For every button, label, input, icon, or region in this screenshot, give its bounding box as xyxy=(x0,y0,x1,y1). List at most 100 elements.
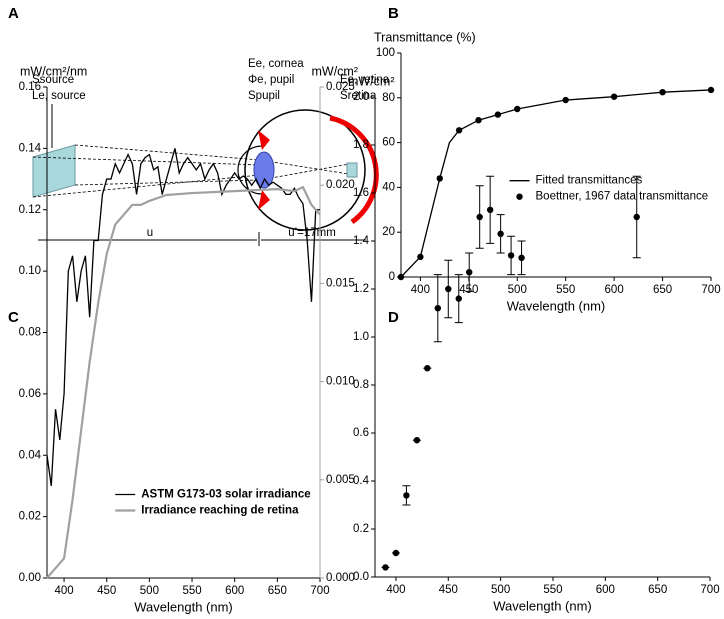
label: Ssource xyxy=(32,74,74,86)
label: Le, source xyxy=(32,90,86,102)
label: Sretina xyxy=(340,90,377,102)
legend-label: ASTM G173-03 solar irradiance xyxy=(141,489,310,501)
y2-axis-label: mW/cm² xyxy=(311,64,358,78)
data-line xyxy=(400,89,712,278)
y-tick-label: 60 xyxy=(382,137,395,149)
y-tick-label: 0.10 xyxy=(19,265,41,277)
y-tick-label: 0.4 xyxy=(353,475,370,487)
data-point xyxy=(434,305,442,312)
y-tick-label: 0.04 xyxy=(19,449,42,461)
y-tick-label: 1.0 xyxy=(353,331,369,343)
x-tick-label: 650 xyxy=(653,284,672,296)
x-tick-label: 550 xyxy=(182,585,201,597)
y-tick-label: 100 xyxy=(376,47,395,59)
retina-image xyxy=(346,162,358,178)
y-tick-label: 0.6 xyxy=(353,427,369,439)
cornea xyxy=(237,145,263,195)
y2-tick-label: 0.025 xyxy=(326,81,355,93)
x-tick-label: 700 xyxy=(700,584,719,596)
y-tick-label: 2.0 xyxy=(353,91,369,103)
data-point xyxy=(633,213,640,221)
x-axis-label: Wavelength (nm) xyxy=(493,598,592,613)
label: u xyxy=(147,227,153,239)
x-tick-label: 400 xyxy=(54,585,73,597)
label: Ee, cornea xyxy=(248,58,304,70)
lens xyxy=(253,151,275,189)
data-point xyxy=(707,86,715,94)
y-tick-label: 1.8 xyxy=(353,139,369,151)
label: Spupil xyxy=(248,90,280,102)
x-tick-label: 600 xyxy=(596,584,615,596)
data-point xyxy=(455,295,462,302)
x-tick-label: 700 xyxy=(310,585,329,597)
y-tick-label: 0.06 xyxy=(19,388,41,400)
label: Ee, retina xyxy=(340,74,390,86)
x-tick-label: 400 xyxy=(411,284,430,296)
panel-label: A xyxy=(8,5,19,22)
y-tick-label: 20 xyxy=(382,226,395,238)
data-point xyxy=(476,213,483,221)
data-point xyxy=(514,105,521,113)
y-tick-label: 0.16 xyxy=(19,81,41,93)
data-point xyxy=(497,230,504,237)
x-tick-label: 500 xyxy=(140,585,159,597)
y-axis-label: mW/cm² xyxy=(348,74,395,88)
y-tick-label: 0.14 xyxy=(19,142,42,154)
data-point xyxy=(610,93,618,100)
x-tick-label: 650 xyxy=(648,584,667,596)
x-tick-label: 700 xyxy=(701,284,720,296)
data-point xyxy=(486,206,494,213)
y-tick-label: 1.2 xyxy=(353,283,369,295)
iris xyxy=(258,130,270,210)
eye-diagram xyxy=(32,104,379,246)
x-tick-label: 450 xyxy=(97,585,116,597)
y2-tick-label: 0.015 xyxy=(326,277,355,289)
y-tick-label: 0.00 xyxy=(19,572,41,584)
panel-label: C xyxy=(8,309,19,326)
legend-label: Irradiance reaching de retina xyxy=(141,505,299,517)
label: u’=17mm xyxy=(288,227,336,239)
y-tick-label: 1.6 xyxy=(353,187,369,199)
y-tick-label: 0.12 xyxy=(19,204,41,216)
data-point xyxy=(382,564,389,571)
y-axis-label: Transmittance (%) xyxy=(374,30,476,44)
x-tick-label: 600 xyxy=(605,284,624,296)
data-point xyxy=(494,111,502,118)
y2-tick-label: 0.000 xyxy=(326,572,355,584)
y-tick-label: 40 xyxy=(382,181,395,193)
x-tick-label: 650 xyxy=(268,585,287,597)
data-point xyxy=(413,437,421,444)
x-tick-label: 450 xyxy=(439,584,458,596)
y-tick-label: 0 xyxy=(389,271,395,283)
data-point xyxy=(392,549,400,557)
data-point xyxy=(417,253,424,261)
y2-tick-label: 0.010 xyxy=(326,376,355,388)
y-tick-label: 0.2 xyxy=(353,523,369,535)
data-point xyxy=(475,117,482,124)
panel-label: B xyxy=(388,5,399,22)
y-tick-label: 0.08 xyxy=(19,327,41,339)
eyeball xyxy=(244,109,366,231)
data-point xyxy=(659,89,666,96)
x-tick-label: 500 xyxy=(491,584,510,596)
data-point xyxy=(424,365,431,372)
panel-label: D xyxy=(388,309,399,326)
legend-label: Boettner, 1967 data transmittance xyxy=(536,191,709,203)
x-tick-label: 550 xyxy=(556,284,575,296)
data-point xyxy=(403,492,410,499)
x-axis-label: Wavelength (nm) xyxy=(134,599,233,614)
data-point xyxy=(397,273,405,281)
label: Φe, pupil xyxy=(248,74,294,86)
x-tick-label: 550 xyxy=(543,584,562,596)
data-point xyxy=(518,254,525,261)
y-tick-label: 1.4 xyxy=(353,235,370,247)
y-tick-label: 0.0 xyxy=(353,571,369,583)
y-tick-label: 0.02 xyxy=(19,511,41,523)
x-tick-label: 500 xyxy=(508,284,527,296)
data-point xyxy=(436,175,443,182)
x-tick-label: 600 xyxy=(225,585,244,597)
y-axis-label: mW/cm²/nm xyxy=(20,64,87,78)
data-point xyxy=(466,269,473,276)
y-tick-label: 80 xyxy=(382,92,395,104)
